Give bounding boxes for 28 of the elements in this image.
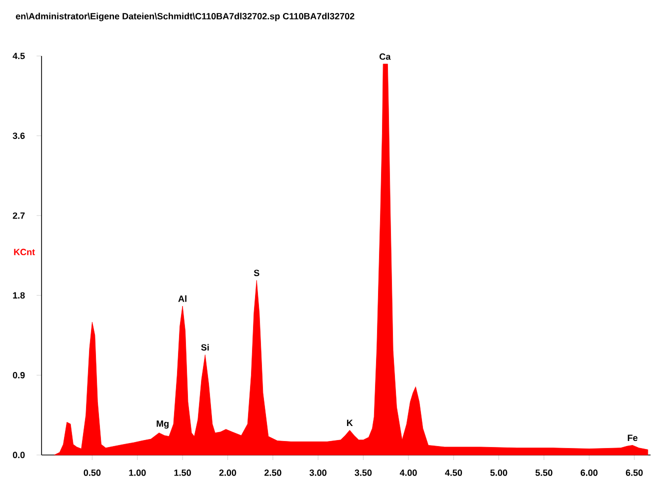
- x-tick-label: 1.50: [174, 470, 191, 476]
- y-tick-label: 1.8: [13, 292, 25, 299]
- annotation: Ca: [380, 53, 391, 60]
- x-tick-label: 6.50: [626, 470, 643, 476]
- x-tick-label: 5.00: [490, 470, 508, 476]
- x-tick-label: 0.50: [84, 470, 101, 476]
- y-tick-label: 0.0: [12, 452, 25, 458]
- x-tick-label: 1.00: [129, 470, 146, 476]
- x-tick-label: 6.00: [580, 470, 598, 476]
- x-tick-label: 2.50: [264, 470, 282, 476]
- annotation: Mg: [156, 420, 169, 429]
- chart-title: en\Administrator\Eigene Dateien\Schmidt\C110BA7dl32702.sp C110BA7dl32702: [16, 12, 354, 22]
- annotation: Al: [178, 295, 186, 302]
- y-tick-label: 0.9: [12, 372, 25, 378]
- x-tick-label: 5.50: [535, 470, 552, 476]
- y-tick-label: 4.5: [12, 52, 25, 60]
- annotation: Fe: [628, 434, 638, 442]
- annotation: Si: [201, 344, 209, 351]
- x-tick-label: 3.50: [354, 470, 372, 476]
- x-tick-label: 3.00: [310, 470, 326, 476]
- y-axis-title: KCnt: [14, 248, 35, 256]
- annotation: S: [254, 270, 260, 276]
- annotation: K: [347, 420, 353, 426]
- x-tick-label: 4.50: [444, 470, 462, 476]
- x-tick-label: 4.00: [400, 470, 417, 476]
- y-tick-label: 2.7: [12, 212, 25, 219]
- y-tick-label: 3.6: [12, 132, 25, 139]
- x-tick-label: 2.00: [219, 470, 236, 476]
